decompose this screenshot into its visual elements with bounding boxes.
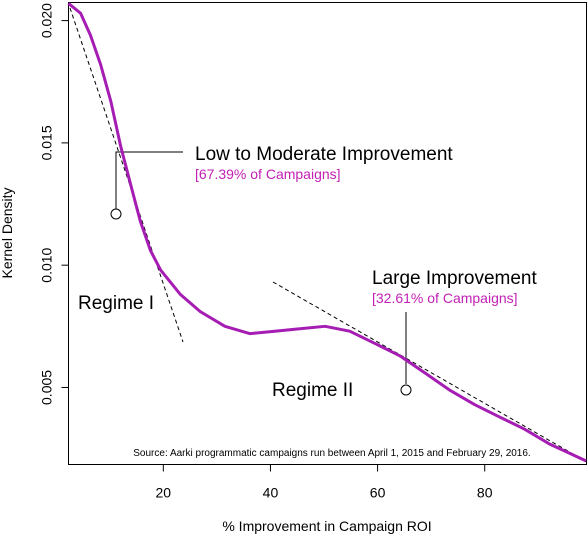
regime-label: Regime II <box>272 380 353 401</box>
y-tick-label: 0.010 <box>39 247 55 282</box>
annotation-title: Low to Moderate Improvement <box>195 144 453 165</box>
density-line <box>67 2 587 463</box>
x-tick-label: 40 <box>263 485 279 501</box>
x-axis-title: % Improvement in Campaign ROI <box>222 518 431 534</box>
y-tick-label: 0.020 <box>39 3 55 38</box>
y-tick-label: 0.005 <box>39 370 55 405</box>
tangent-line <box>272 281 587 463</box>
annotation-share: [32.61% of Campaigns] <box>372 290 518 306</box>
annotation-title: Large Improvement <box>372 268 537 289</box>
x-tick-label: 20 <box>156 485 172 501</box>
annotation-marker <box>400 384 412 396</box>
annotation-share: [67.39% of Campaigns] <box>195 166 341 182</box>
source-note: Source: Aarki programmatic campaigns run… <box>133 448 530 459</box>
regime-label: Regime I <box>78 293 154 314</box>
y-axis-title: Kernel Density <box>0 187 15 278</box>
x-tick-label: 80 <box>477 485 493 501</box>
tangent-line <box>69 7 184 343</box>
annotation-marker <box>110 208 122 220</box>
leader-line <box>115 151 183 214</box>
y-tick-label: 0.015 <box>39 125 55 160</box>
x-tick-label: 60 <box>370 485 386 501</box>
